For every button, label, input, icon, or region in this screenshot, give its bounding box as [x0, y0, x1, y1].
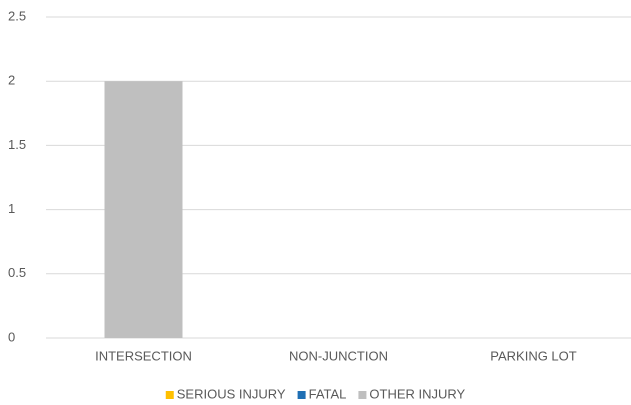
legend-label: OTHER INJURY [369, 386, 465, 401]
legend-swatch [165, 391, 174, 399]
legend-label: FATAL [309, 386, 347, 401]
y-tick-label: 0 [8, 329, 15, 344]
x-tick-label: INTERSECTION [95, 348, 192, 363]
legend-swatch [297, 391, 306, 399]
y-tick-label: 2.5 [8, 8, 26, 23]
y-tick-label: 0.5 [8, 265, 26, 280]
x-tick-label: PARKING LOT [490, 348, 577, 363]
x-tick-label: NON-JUNCTION [289, 348, 388, 363]
legend-swatch [358, 391, 367, 399]
y-tick-label: 1 [8, 201, 15, 216]
y-tick-label: 1.5 [8, 137, 26, 152]
bar-segment [104, 81, 183, 338]
legend-label: SERIOUS INJURY [177, 386, 286, 401]
y-tick-label: 2 [8, 73, 15, 88]
